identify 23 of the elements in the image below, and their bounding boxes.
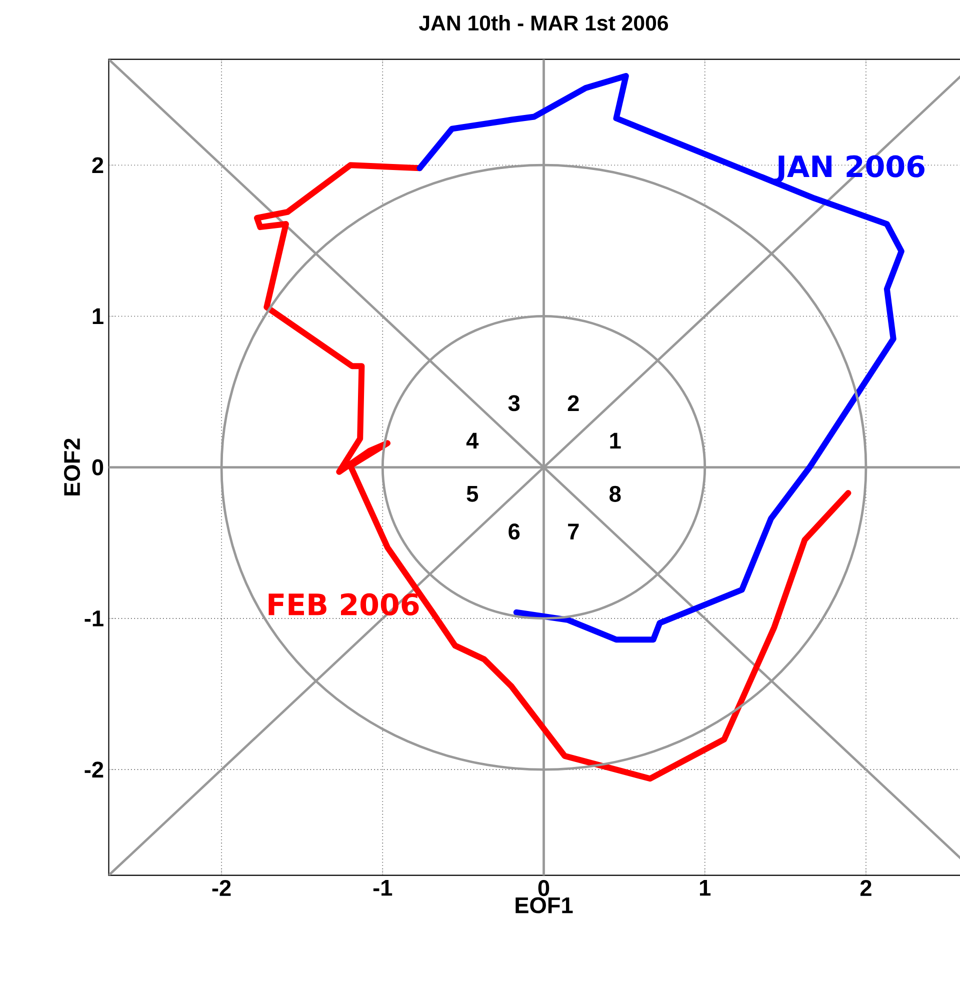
annotation: 7 [568, 524, 579, 540]
annotation: 4 [466, 432, 479, 449]
annotation: 2 [568, 395, 579, 412]
y-tick-label: 2 [92, 157, 104, 174]
y-tick-label: 0 [92, 459, 104, 476]
y-tick-label: -2 [84, 762, 104, 778]
annotation: 5 [466, 486, 478, 502]
chart-title: JAN 10th - MAR 1st 2006 [418, 14, 668, 31]
x-tick-label: 1 [700, 880, 711, 896]
annotation: 3 [508, 395, 520, 412]
x-tick-label: 2 [860, 880, 872, 896]
y-axis-title: EOF2 [64, 438, 80, 496]
x-tick-label: 0 [538, 880, 550, 896]
y-tick-label: -1 [84, 610, 104, 626]
series-label: FEB 2006 [268, 593, 419, 616]
x-tick-label: -2 [212, 880, 231, 896]
series-label: JAN 2006 [774, 155, 924, 183]
x-tick-label: -1 [373, 880, 392, 896]
y-tick-label: 1 [92, 308, 104, 324]
annotation: 8 [610, 486, 621, 502]
x-axis-title: EOF1 [516, 897, 573, 914]
annotation: 1 [610, 432, 621, 449]
annotation: 6 [508, 524, 520, 540]
